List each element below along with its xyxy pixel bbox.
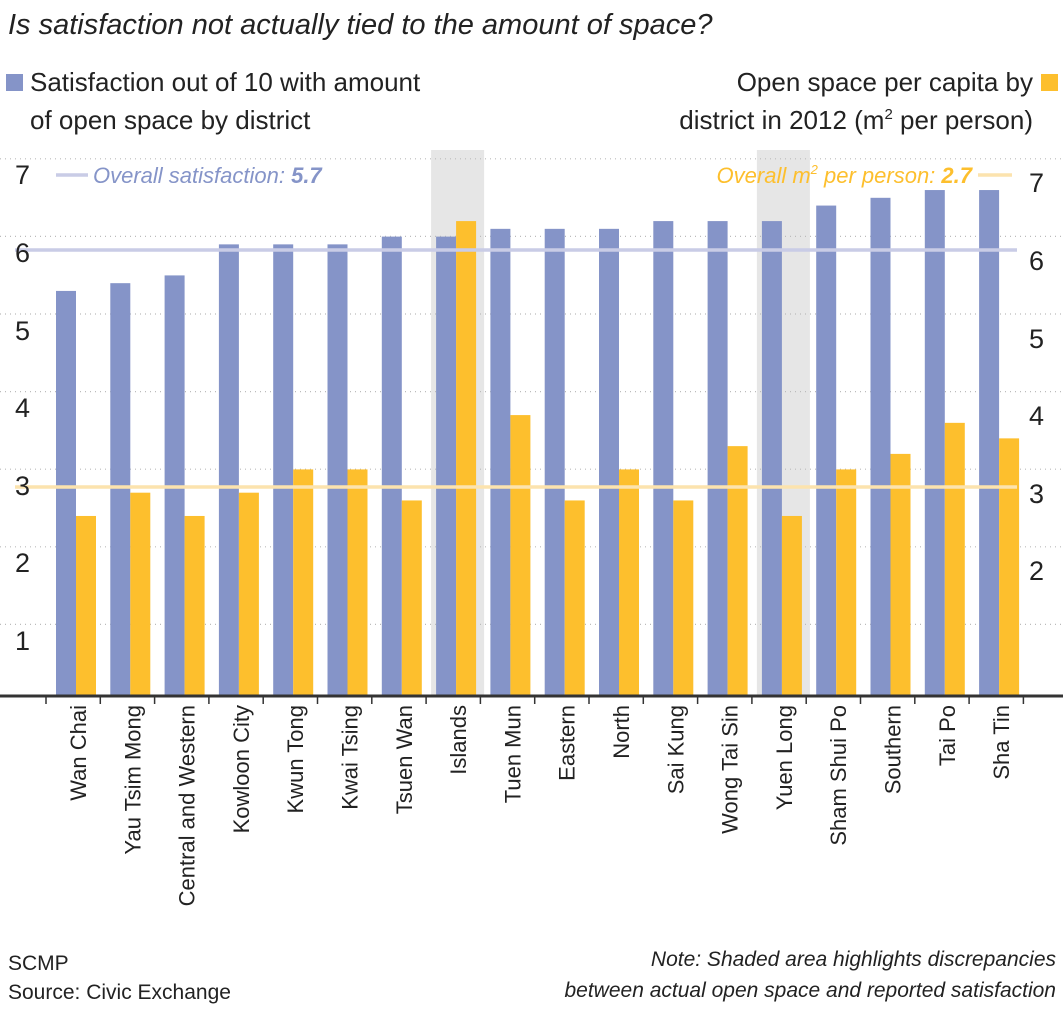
bar-open-space-yau-tsim-mong (130, 492, 151, 696)
chart-title: Is satisfaction not actually tied to the… (8, 9, 713, 41)
bar-satisfaction-sha-tin (979, 190, 1000, 696)
y-left-tick-label: 4 (15, 393, 30, 423)
category-label: Yau Tsim Mong (120, 705, 145, 855)
legend-satisfaction-line2: of open space by district (30, 105, 311, 135)
category-label: Eastern (555, 705, 580, 781)
category-label: Sha Tin (989, 705, 1014, 780)
plot-area: Overall satisfaction: 5.7 Overall m2 per … (0, 150, 1063, 906)
bar-open-space-southern (890, 453, 911, 696)
ref-label-satisfaction: Overall satisfaction: 5.7 (93, 163, 323, 188)
y-right-tick-label: 2 (1029, 556, 1044, 586)
legend-satisfaction-line1: Satisfaction out of 10 with amount (30, 67, 421, 97)
bar-open-space-kwun-tong (293, 469, 314, 696)
bar-satisfaction-tuen-mun (490, 228, 511, 696)
y-left-tick-label: 7 (15, 160, 30, 190)
category-label: Tuen Mun (500, 705, 525, 803)
legend-open-space-line1: Open space per capita by (737, 67, 1033, 97)
bar-satisfaction-north (599, 228, 619, 696)
bar-satisfaction-sai-kung (653, 221, 674, 696)
category-label: Wong Tai Sin (718, 705, 743, 834)
bar-satisfaction-yuen-long (761, 221, 782, 696)
y-right-tick-label: 6 (1029, 246, 1044, 276)
note-line1: Note: Shaded area highlights discrepanci… (651, 948, 1057, 971)
y-left-tick-label: 1 (15, 626, 30, 656)
note-line2: between actual open space and reported s… (564, 979, 1056, 1002)
legend-swatch-satisfaction (6, 74, 23, 91)
category-label: Kwai Tsing (338, 705, 363, 810)
bar-open-space-eastern (564, 500, 585, 696)
bar-open-space-wong-tai-sin (727, 446, 748, 696)
bar-open-space-sha-tin (999, 438, 1020, 696)
bar-satisfaction-tai-po (924, 190, 945, 696)
y-right-tick-label: 5 (1029, 324, 1044, 354)
bar-satisfaction-eastern (544, 228, 565, 696)
y-left-tick-label: 3 (15, 471, 30, 501)
bar-satisfaction-wan-chai (56, 290, 76, 696)
category-label: Sai Kung (663, 705, 688, 794)
category-label: Kowloon City (229, 705, 254, 833)
y-right-tick-label: 3 (1029, 479, 1044, 509)
legend-swatch-open-space (1041, 74, 1058, 91)
bar-satisfaction-kwai-tsing (327, 244, 348, 697)
bar-open-space-yuen-long (781, 515, 802, 696)
bar-satisfaction-kowloon-city (218, 244, 239, 697)
category-label: Tsuen Wan (392, 705, 417, 814)
source: Source: Civic Exchange (8, 981, 231, 1004)
legend-open-space-line2: district in 2012 (m2 per person) (679, 105, 1033, 135)
y-right-tick-label: 4 (1029, 401, 1044, 431)
category-label: Wan Chai (66, 705, 91, 801)
category-label: Sham Shui Po (826, 705, 851, 846)
bar-satisfaction-kwun-tong (273, 244, 294, 697)
bar-open-space-tai-po (944, 422, 965, 696)
bar-open-space-north (619, 469, 639, 696)
category-label: Kwun Tong (283, 705, 308, 813)
bar-satisfaction-southern (870, 197, 891, 697)
bar-satisfaction-yau-tsim-mong (110, 283, 131, 696)
bar-satisfaction-islands (436, 236, 457, 696)
category-label: Southern (881, 705, 906, 794)
y-left-tick-label: 2 (15, 548, 30, 578)
ref-label-open-space: Overall m2 per person: 2.7 (717, 162, 974, 188)
bar-open-space-islands (456, 221, 477, 696)
category-label: Islands (446, 705, 471, 775)
publisher: SCMP (8, 952, 69, 975)
y-right-tick-label: 7 (1029, 168, 1044, 198)
y-left-tick-label: 6 (15, 238, 30, 268)
bar-open-space-tsuen-wan (401, 500, 422, 696)
bar-open-space-sai-kung (673, 500, 694, 696)
bar-open-space-central-and-western (184, 515, 205, 696)
bar-satisfaction-tsuen-wan (381, 236, 402, 696)
bar-open-space-tuen-mun (510, 415, 531, 696)
bar-satisfaction-sham-shui-po (816, 205, 837, 696)
category-label: North (609, 705, 634, 759)
bar-open-space-kwai-tsing (347, 469, 368, 696)
category-label: Central and Western (175, 705, 200, 906)
bar-open-space-kowloon-city (238, 492, 259, 696)
y-left-tick-label: 5 (15, 316, 30, 346)
bar-open-space-sham-shui-po (836, 469, 857, 696)
bar-satisfaction-wong-tai-sin (707, 221, 728, 696)
category-label: Tai Po (935, 705, 960, 766)
bar-open-space-wan-chai (76, 515, 96, 696)
category-label: Yuen Long (772, 705, 797, 810)
